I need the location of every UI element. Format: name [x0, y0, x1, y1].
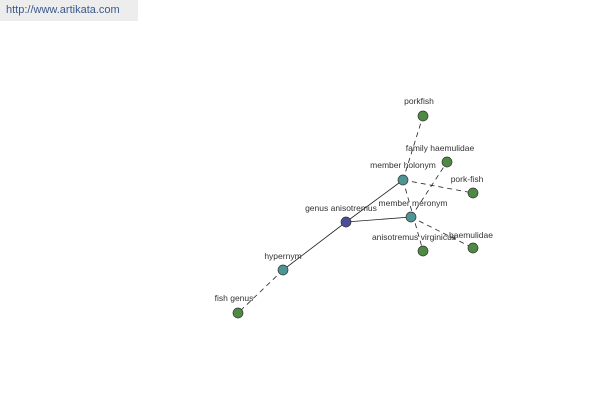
node	[467, 242, 479, 254]
node-label: member holonym	[370, 160, 436, 170]
node-label: anisotremus virginicus	[372, 232, 456, 242]
edge	[345, 216, 412, 223]
dashed-edge	[410, 161, 448, 218]
node-label: genus anisotremus	[305, 203, 377, 213]
node-label: porkfish	[404, 96, 434, 106]
node	[405, 211, 417, 223]
dashed-edge	[410, 216, 474, 249]
node	[467, 187, 479, 199]
dashed-edge	[402, 179, 474, 194]
edge	[345, 179, 404, 223]
url-banner: http://www.artikata.com	[0, 0, 138, 21]
node-label: family haemulidae	[406, 143, 475, 153]
node	[417, 110, 429, 122]
dashed-edge	[237, 269, 284, 314]
node	[340, 216, 352, 228]
node	[277, 264, 289, 276]
node-label: pork-fish	[451, 174, 484, 184]
node-label: member meronym	[379, 198, 448, 208]
node-label: hypernym	[264, 251, 301, 261]
node	[232, 307, 244, 319]
node	[441, 156, 453, 168]
node-label: fish genus	[215, 293, 254, 303]
dashed-edge	[402, 115, 424, 181]
node	[417, 245, 429, 257]
node	[397, 174, 409, 186]
url-text[interactable]: http://www.artikata.com	[6, 4, 120, 16]
node-label: haemulidae	[449, 230, 493, 240]
edge	[282, 221, 347, 271]
